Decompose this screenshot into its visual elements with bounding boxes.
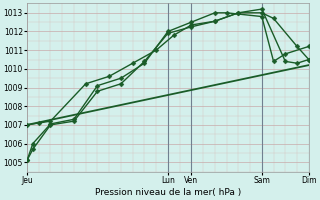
X-axis label: Pression niveau de la mer( hPa ): Pression niveau de la mer( hPa )	[95, 188, 241, 197]
